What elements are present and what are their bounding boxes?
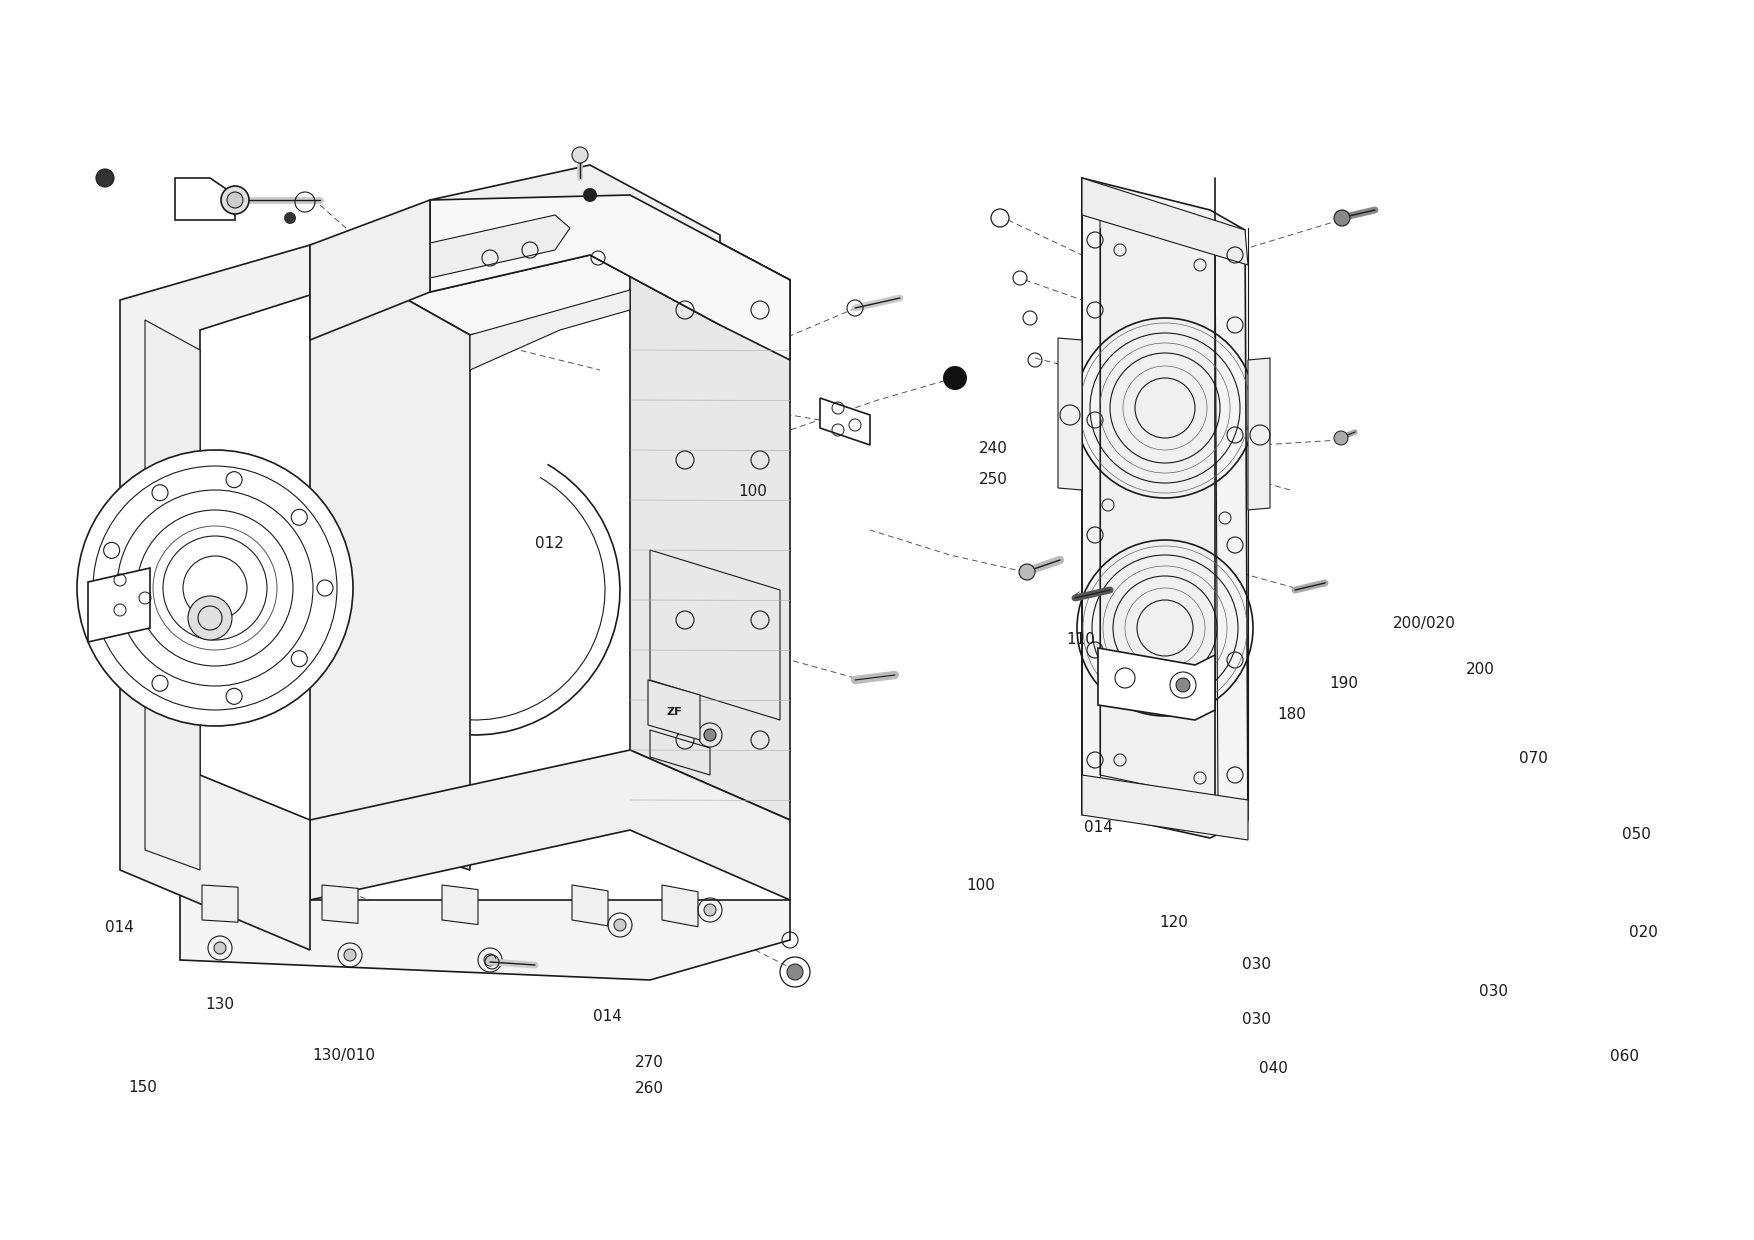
Circle shape [284, 212, 296, 224]
Text: 130/010: 130/010 [312, 1048, 375, 1063]
Polygon shape [661, 885, 698, 926]
Polygon shape [630, 195, 789, 820]
Text: 240: 240 [979, 441, 1007, 456]
Text: 060: 060 [1610, 1049, 1640, 1064]
Polygon shape [430, 215, 570, 278]
Polygon shape [442, 885, 479, 925]
Circle shape [703, 904, 716, 916]
Circle shape [1019, 564, 1035, 580]
Text: 014: 014 [593, 1009, 621, 1024]
Text: 260: 260 [635, 1081, 665, 1096]
Polygon shape [88, 568, 151, 642]
Text: 180: 180 [1277, 707, 1305, 722]
Circle shape [344, 949, 356, 961]
Circle shape [788, 963, 803, 980]
Polygon shape [181, 856, 789, 980]
Polygon shape [1100, 200, 1217, 800]
Text: 100: 100 [966, 878, 995, 893]
Circle shape [944, 366, 966, 391]
Polygon shape [1082, 775, 1249, 839]
Polygon shape [470, 290, 630, 370]
Polygon shape [430, 165, 719, 325]
Text: 200/020: 200/020 [1393, 616, 1456, 631]
Polygon shape [175, 179, 235, 219]
Text: 030: 030 [1479, 985, 1508, 999]
Polygon shape [310, 750, 789, 900]
Circle shape [582, 188, 596, 202]
Text: 100: 100 [738, 484, 766, 498]
Circle shape [214, 942, 226, 954]
Polygon shape [647, 680, 700, 740]
Circle shape [188, 596, 232, 640]
Circle shape [614, 919, 626, 931]
Text: 130: 130 [205, 997, 235, 1012]
Text: 050: 050 [1622, 827, 1651, 842]
Circle shape [703, 729, 716, 742]
Polygon shape [146, 320, 200, 870]
Text: 070: 070 [1519, 751, 1547, 766]
Polygon shape [323, 885, 358, 924]
Text: 012: 012 [535, 536, 563, 551]
Polygon shape [119, 246, 310, 950]
Text: 020: 020 [1629, 925, 1658, 940]
Circle shape [226, 192, 244, 208]
Text: 110: 110 [1066, 632, 1094, 647]
Circle shape [572, 148, 588, 162]
Polygon shape [310, 246, 470, 870]
Polygon shape [1098, 649, 1216, 720]
Circle shape [1175, 678, 1189, 692]
Polygon shape [1058, 339, 1082, 490]
Text: 190: 190 [1330, 676, 1359, 691]
Text: 150: 150 [128, 1080, 156, 1095]
Text: 030: 030 [1242, 1012, 1272, 1027]
Text: 040: 040 [1259, 1061, 1287, 1076]
Text: ZF: ZF [667, 707, 682, 717]
Text: 120: 120 [1159, 915, 1187, 930]
Polygon shape [1249, 358, 1270, 510]
Text: 270: 270 [635, 1055, 663, 1070]
Circle shape [1335, 210, 1351, 226]
Circle shape [77, 450, 353, 725]
Polygon shape [202, 885, 239, 923]
Polygon shape [1082, 179, 1249, 838]
Text: 250: 250 [979, 472, 1007, 487]
Circle shape [1335, 432, 1349, 445]
Text: 014: 014 [105, 920, 133, 935]
Polygon shape [310, 200, 430, 340]
Circle shape [484, 954, 496, 966]
Polygon shape [310, 195, 789, 335]
Polygon shape [572, 885, 609, 926]
Circle shape [221, 186, 249, 215]
Text: 200: 200 [1466, 662, 1494, 677]
Polygon shape [821, 398, 870, 445]
Text: 030: 030 [1242, 957, 1272, 972]
Polygon shape [430, 195, 789, 360]
Polygon shape [1082, 179, 1249, 265]
Text: 014: 014 [1084, 820, 1112, 835]
Circle shape [96, 169, 114, 187]
